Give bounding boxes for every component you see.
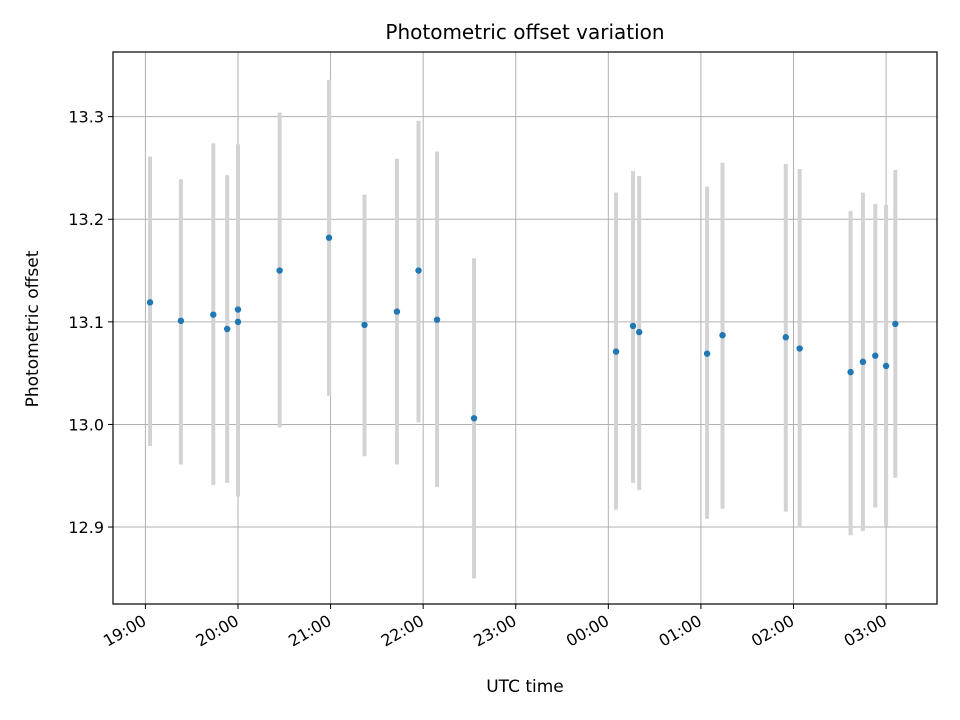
- data-point: [847, 368, 854, 376]
- data-point: [276, 267, 283, 274]
- y-tick-label: 13.0: [68, 415, 104, 434]
- y-tick-label: 13.2: [68, 210, 104, 229]
- data-point: [325, 234, 333, 241]
- data-point: [782, 334, 789, 341]
- data-point: [146, 299, 154, 306]
- data-points: [146, 234, 899, 422]
- data-point: [703, 350, 711, 357]
- data-point: [859, 358, 867, 366]
- data-point: [223, 325, 231, 333]
- y-tick-label: 13.3: [68, 108, 104, 127]
- y-tick-label: 13.1: [68, 313, 104, 332]
- data-point: [177, 317, 185, 325]
- data-point: [415, 267, 422, 274]
- data-point: [234, 318, 242, 326]
- y-tick-labels: 12.9 13.0 13.1 13.2 13.3: [68, 108, 104, 537]
- data-point: [882, 362, 890, 370]
- data-point: [210, 311, 217, 318]
- data-point: [629, 322, 637, 330]
- data-point: [361, 321, 368, 329]
- axis-ticks: [108, 116, 887, 609]
- data-point: [635, 328, 643, 336]
- data-point: [470, 415, 478, 422]
- data-point: [234, 306, 242, 313]
- data-point: [872, 352, 879, 359]
- x-axis-title: UTC time: [486, 677, 564, 697]
- y-tick-label: 12.9: [68, 518, 104, 537]
- data-point: [393, 308, 401, 315]
- data-point: [796, 345, 803, 352]
- y-axis-title: Photometric offset: [23, 250, 43, 407]
- data-point: [612, 348, 620, 355]
- plot-frame: [112, 51, 938, 605]
- data-point: [433, 316, 441, 323]
- data-point: [719, 331, 726, 339]
- chart-title: Photometric offset variation: [385, 20, 664, 44]
- data-point: [892, 320, 899, 328]
